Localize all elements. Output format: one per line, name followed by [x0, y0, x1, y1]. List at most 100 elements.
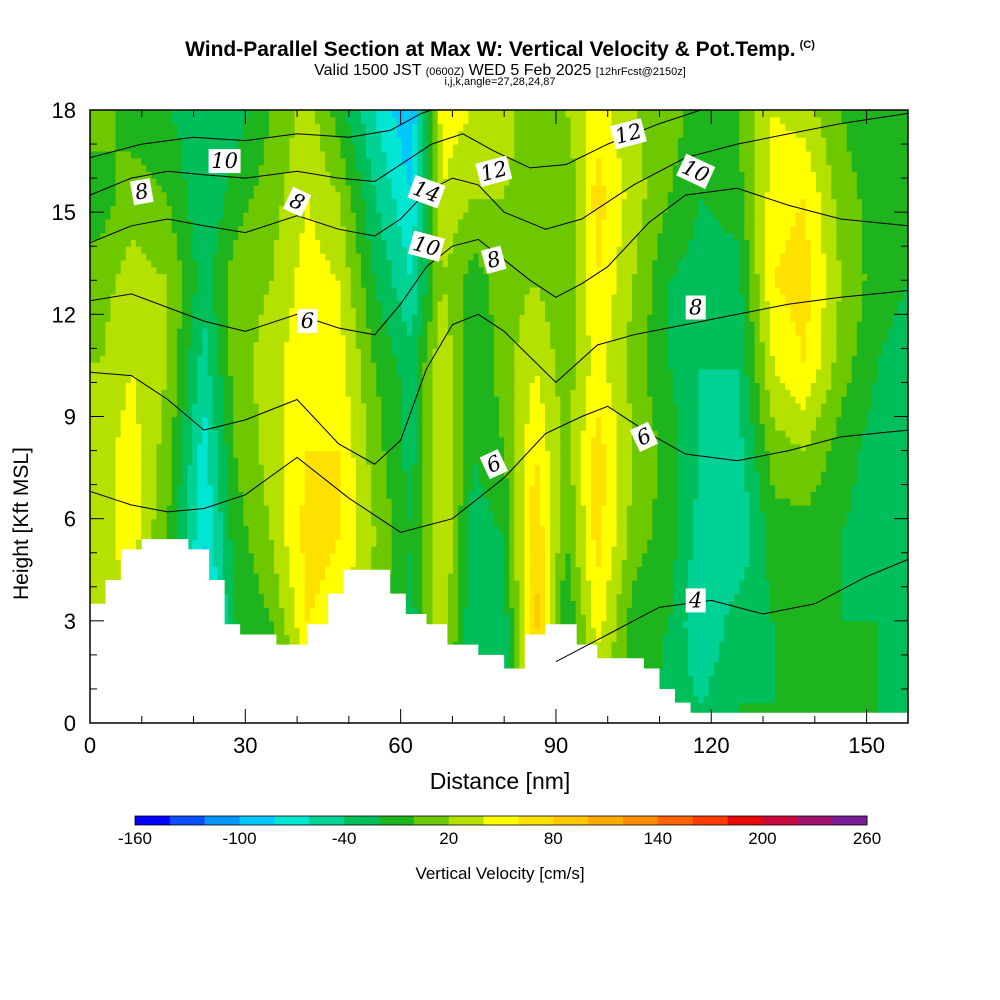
field-cell [166, 130, 173, 138]
field-cell [151, 436, 158, 445]
field-cell [176, 362, 183, 370]
field-cell [156, 171, 163, 179]
field-cell [90, 116, 96, 125]
field-cell [268, 470, 275, 479]
field-cell [360, 150, 367, 159]
field-cell [320, 409, 326, 418]
field-cell [355, 484, 362, 493]
field-cell [115, 259, 122, 268]
field-cell [100, 314, 106, 322]
field-cell [268, 477, 275, 486]
field-cell [360, 450, 367, 458]
field-cell [176, 178, 183, 186]
field-cell [268, 191, 275, 200]
field-cell [294, 443, 301, 452]
field-cell [182, 327, 188, 336]
field-cell [284, 396, 290, 404]
field-cell [202, 246, 209, 254]
field-cell [258, 137, 265, 145]
field-cell [294, 573, 301, 581]
field-cell [161, 266, 168, 275]
field-cell [146, 137, 152, 145]
field-cell [176, 409, 183, 418]
field-cell [217, 232, 224, 241]
field-cell [105, 225, 112, 234]
field-cell [345, 355, 352, 363]
field-cell [340, 287, 347, 295]
field-cell [212, 552, 219, 561]
field-cell [350, 498, 357, 506]
field-cell [268, 450, 275, 458]
field-cell [110, 293, 117, 302]
field-cell [335, 246, 342, 254]
field-cell [192, 389, 198, 397]
field-cell [294, 259, 301, 268]
field-cell [212, 184, 219, 193]
field-cell [187, 191, 193, 200]
field-cell [335, 137, 342, 145]
field-cell [233, 130, 239, 138]
field-cell [360, 110, 367, 118]
field-cell [95, 341, 101, 349]
field-cell [243, 184, 250, 193]
field-cell [207, 212, 214, 220]
field-cell [248, 130, 255, 138]
field-cell [146, 416, 152, 424]
field-cell [233, 259, 239, 268]
field-cell [325, 450, 331, 458]
field-cell [350, 368, 357, 377]
field-cell [355, 375, 362, 384]
field-cell [202, 423, 209, 431]
field-cell [243, 532, 250, 540]
field-cell [110, 327, 117, 336]
field-cell [258, 511, 265, 520]
field-cell [274, 566, 280, 574]
field-cell [345, 491, 352, 499]
field-cell [366, 362, 372, 370]
field-cell [156, 321, 163, 329]
field-cell [176, 375, 183, 384]
field-cell [350, 484, 357, 493]
field-cell [314, 137, 321, 145]
field-cell [151, 225, 158, 234]
field-cell [340, 266, 347, 275]
field-cell [274, 184, 280, 193]
field-cell [345, 178, 352, 186]
field-cell [171, 470, 178, 479]
field-cell [253, 600, 260, 608]
field-cell [325, 362, 331, 370]
field-cell [274, 389, 280, 397]
field-cell [105, 232, 112, 241]
field-cell [263, 334, 270, 343]
field-cell [314, 593, 321, 601]
field-cell [268, 287, 275, 295]
field-cell [304, 164, 311, 172]
field-cell [151, 239, 158, 247]
field-cell [233, 491, 239, 499]
field-cell [115, 389, 122, 397]
field-cell [166, 123, 173, 132]
field-cell [248, 293, 255, 302]
field-cell [187, 116, 193, 125]
field-cell [151, 348, 158, 356]
field-cell [360, 539, 367, 547]
field-cell [360, 191, 367, 200]
field-cell [130, 218, 137, 227]
field-cell [141, 511, 147, 520]
field-cell [212, 443, 219, 452]
field-cell [217, 505, 224, 513]
field-cell [130, 157, 137, 166]
field-cell [253, 525, 260, 533]
field-cell [90, 123, 96, 132]
field-cell [90, 498, 96, 506]
field-cell [248, 375, 255, 384]
field-cell [228, 266, 234, 275]
field-cell [222, 396, 229, 404]
field-cell [355, 559, 362, 567]
field-cell [222, 232, 229, 241]
field-cell [345, 409, 352, 418]
field-cell [238, 239, 244, 247]
field-cell [217, 212, 224, 220]
field-cell [182, 157, 188, 166]
field-cell [166, 171, 173, 179]
